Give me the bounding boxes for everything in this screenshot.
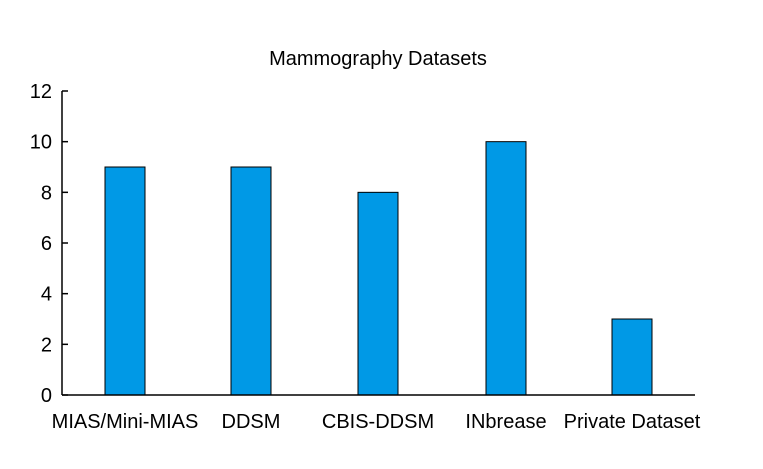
x-tick-label: Private Dataset — [564, 411, 701, 433]
y-tick-label: 4 — [41, 284, 52, 306]
x-tick-label: MIAS/Mini-MIAS — [52, 411, 199, 433]
y-tick-label: 12 — [30, 81, 52, 103]
x-labels-group: MIAS/Mini-MIAS DDSM CBIS-DDSM INbrease Priva… — [52, 411, 701, 433]
chart-title: Mammography Datasets — [269, 48, 487, 70]
bar-cbis-ddsm — [357, 191, 399, 396]
x-tick-label: DDSM — [222, 411, 281, 433]
bar-ddsm — [230, 166, 272, 396]
y-tick-label: 8 — [41, 182, 52, 204]
y-tick-label: 10 — [30, 132, 52, 154]
y-tick-label: 6 — [41, 233, 52, 255]
y-tick-label: 0 — [41, 385, 52, 407]
bar-private-dataset — [611, 318, 653, 396]
bar-mias-mini-mias — [104, 166, 146, 396]
y-ticks-group: 0 2 4 6 8 10 12 — [30, 81, 68, 407]
x-tick-label: INbrease — [465, 411, 546, 433]
bar-inbrease — [485, 141, 527, 396]
x-tick-label: CBIS-DDSM — [322, 411, 434, 433]
bars-group — [104, 141, 653, 396]
y-tick-label: 2 — [41, 334, 52, 356]
